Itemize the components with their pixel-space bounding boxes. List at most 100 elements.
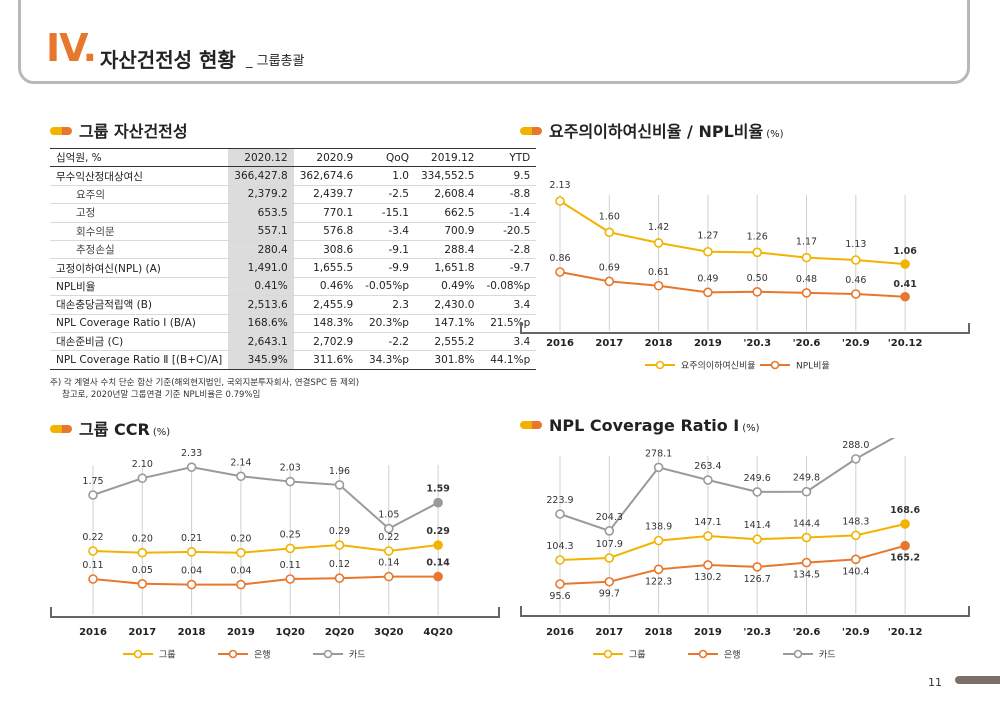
data-point bbox=[236, 579, 246, 590]
data-point bbox=[752, 562, 762, 572]
table-row-label: 고정 bbox=[76, 207, 96, 220]
data-label: 0.61 bbox=[648, 267, 669, 278]
section-title-text: 요주의이하여신비율 / NPL비율 bbox=[549, 122, 764, 141]
data-label: 95.6 bbox=[549, 591, 570, 602]
table-note-2: 참고로, 2020년말 그룹연결 기준 NPL비율은 0.79%임 bbox=[62, 390, 261, 400]
data-label: 0.20 bbox=[230, 534, 251, 545]
data-label: 148.3 bbox=[842, 516, 869, 527]
data-point bbox=[801, 288, 812, 298]
data-point bbox=[850, 289, 861, 299]
data-label: 249.6 bbox=[744, 473, 771, 484]
x-tick-label: '20.9 bbox=[842, 627, 870, 638]
data-point bbox=[186, 579, 197, 590]
data-label: 1.75 bbox=[82, 476, 103, 487]
table-cell: -1.4 bbox=[509, 206, 531, 219]
data-point bbox=[653, 535, 664, 546]
table-cell: 700.9 bbox=[444, 225, 475, 238]
table-cell: -3.4 bbox=[388, 225, 409, 238]
data-label: 0.29 bbox=[426, 526, 449, 537]
x-tick-label: '20.3 bbox=[743, 338, 771, 349]
table-cell: 366,427.8 bbox=[228, 166, 294, 186]
table-cell: 0.41% bbox=[228, 277, 294, 296]
table-row: 대손충당금적립액 (B) 2,513.6 2,455.9 2.3 2,430.0 3.4 bbox=[50, 295, 537, 315]
table-cell: 168.6% bbox=[228, 314, 294, 333]
data-label: 0.49 bbox=[697, 273, 718, 284]
legend-marker bbox=[133, 649, 143, 659]
x-tick-label: '20.12 bbox=[888, 338, 923, 349]
legend-label: 은행 bbox=[724, 649, 741, 661]
data-label: 1.17 bbox=[796, 237, 817, 248]
data-point bbox=[604, 576, 615, 587]
data-label: 249.8 bbox=[793, 473, 820, 484]
data-point bbox=[433, 571, 443, 582]
table-cell: 1,491.0 bbox=[228, 258, 294, 278]
table-cell: -0.08%p bbox=[486, 280, 531, 293]
table-cell: 2,555.2 bbox=[434, 335, 475, 348]
data-label: 1.59 bbox=[426, 484, 449, 495]
data-label: 204.3 bbox=[596, 512, 623, 523]
table-cell: 280.4 bbox=[228, 240, 294, 259]
data-label: 0.22 bbox=[378, 532, 399, 543]
x-tick-label: 4Q20 bbox=[423, 627, 452, 638]
table-cell: 301.8% bbox=[434, 353, 475, 366]
table-cell: 44.1%p bbox=[490, 353, 531, 366]
data-label: 0.12 bbox=[329, 559, 350, 570]
legend-label: 카드 bbox=[819, 650, 836, 661]
data-label: 0.29 bbox=[329, 526, 350, 537]
table-row-label: 추정손실 bbox=[76, 244, 115, 257]
table-cell: 662.5 bbox=[444, 206, 475, 219]
legend-marker bbox=[228, 649, 238, 659]
legend-marker bbox=[770, 360, 780, 370]
table-row-label: NPL비율 bbox=[56, 280, 96, 293]
data-label: 2.10 bbox=[132, 459, 153, 470]
data-label: 130.2 bbox=[694, 572, 721, 583]
x-tick-label: 2018 bbox=[645, 338, 673, 349]
table-header-cell: 2019.12 bbox=[414, 147, 481, 168]
x-tick-label: 2016 bbox=[79, 627, 107, 638]
table-row-label: NPL Coverage Ratio Ⅱ [(B+C)/A] bbox=[56, 353, 223, 366]
data-label: 2.33 bbox=[181, 448, 202, 459]
table-cell: -15.1 bbox=[381, 206, 409, 219]
section-title-precaution: 요주의이하여신비율 / NPL비율 (%) bbox=[520, 118, 784, 142]
table-cell: 2,608.4 bbox=[434, 188, 475, 201]
data-point bbox=[236, 471, 246, 482]
table-cell: 288.4 bbox=[444, 243, 475, 256]
series-line bbox=[92, 575, 439, 586]
data-label: 1.60 bbox=[599, 211, 620, 222]
data-label: 0.86 bbox=[549, 253, 570, 264]
table-row: NPL비율 0.41% 0.46% -0.05%p 0.49% -0.08%p bbox=[50, 277, 537, 296]
data-label: 0.41 bbox=[893, 279, 916, 290]
table-cell: -2.8 bbox=[509, 243, 531, 256]
table-row: 대손준비금 (C) 2,643.1 2,702.9 -2.2 2,555.2 3.4 bbox=[50, 332, 537, 351]
data-point bbox=[752, 487, 762, 497]
x-tick-label: '20.12 bbox=[888, 627, 923, 638]
table-body: 무수익산정대상여신 366,427.8 362,674.6 1.0 334,552.5 9… bbox=[50, 166, 537, 370]
data-point bbox=[752, 287, 762, 297]
table-cell: 2,455.9 bbox=[313, 298, 354, 311]
data-label: 126.7 bbox=[744, 574, 771, 585]
series-line bbox=[92, 544, 439, 554]
data-label: 1.06 bbox=[893, 246, 917, 257]
section-title-ccr: 그룹 CCR (%) bbox=[50, 416, 170, 440]
x-tick-label: 2Q20 bbox=[325, 627, 354, 638]
x-tick-label: 2016 bbox=[546, 627, 574, 638]
data-label: 144.4 bbox=[793, 519, 820, 530]
data-label: 0.20 bbox=[132, 534, 153, 545]
precaution-npl-chart: 2016 2017 2018 2019 '20.3 '20.6 '20.9 '20.12 2.1… bbox=[520, 180, 970, 372]
table-row-label: 대손충당금적립액 (B) bbox=[56, 299, 153, 312]
data-label: 288.0 bbox=[842, 440, 869, 451]
section-number: IV. bbox=[46, 26, 97, 70]
data-point bbox=[236, 547, 246, 558]
section-title-coverage: NPL Coverage Ratio Ⅰ (%) bbox=[520, 416, 760, 435]
table-cell: 2,439.7 bbox=[313, 188, 354, 201]
data-label: 0.50 bbox=[747, 273, 768, 284]
data-point bbox=[801, 252, 812, 263]
data-point bbox=[383, 571, 394, 582]
table-cell: -9.7 bbox=[509, 262, 531, 275]
section-title-asset: 그룹 자산건전성 bbox=[50, 118, 188, 142]
bullet-pill-icon bbox=[520, 420, 542, 429]
data-label: 99.7 bbox=[599, 589, 620, 600]
data-label: 0.48 bbox=[796, 274, 817, 285]
data-point bbox=[555, 267, 565, 277]
legend-marker bbox=[603, 649, 613, 659]
